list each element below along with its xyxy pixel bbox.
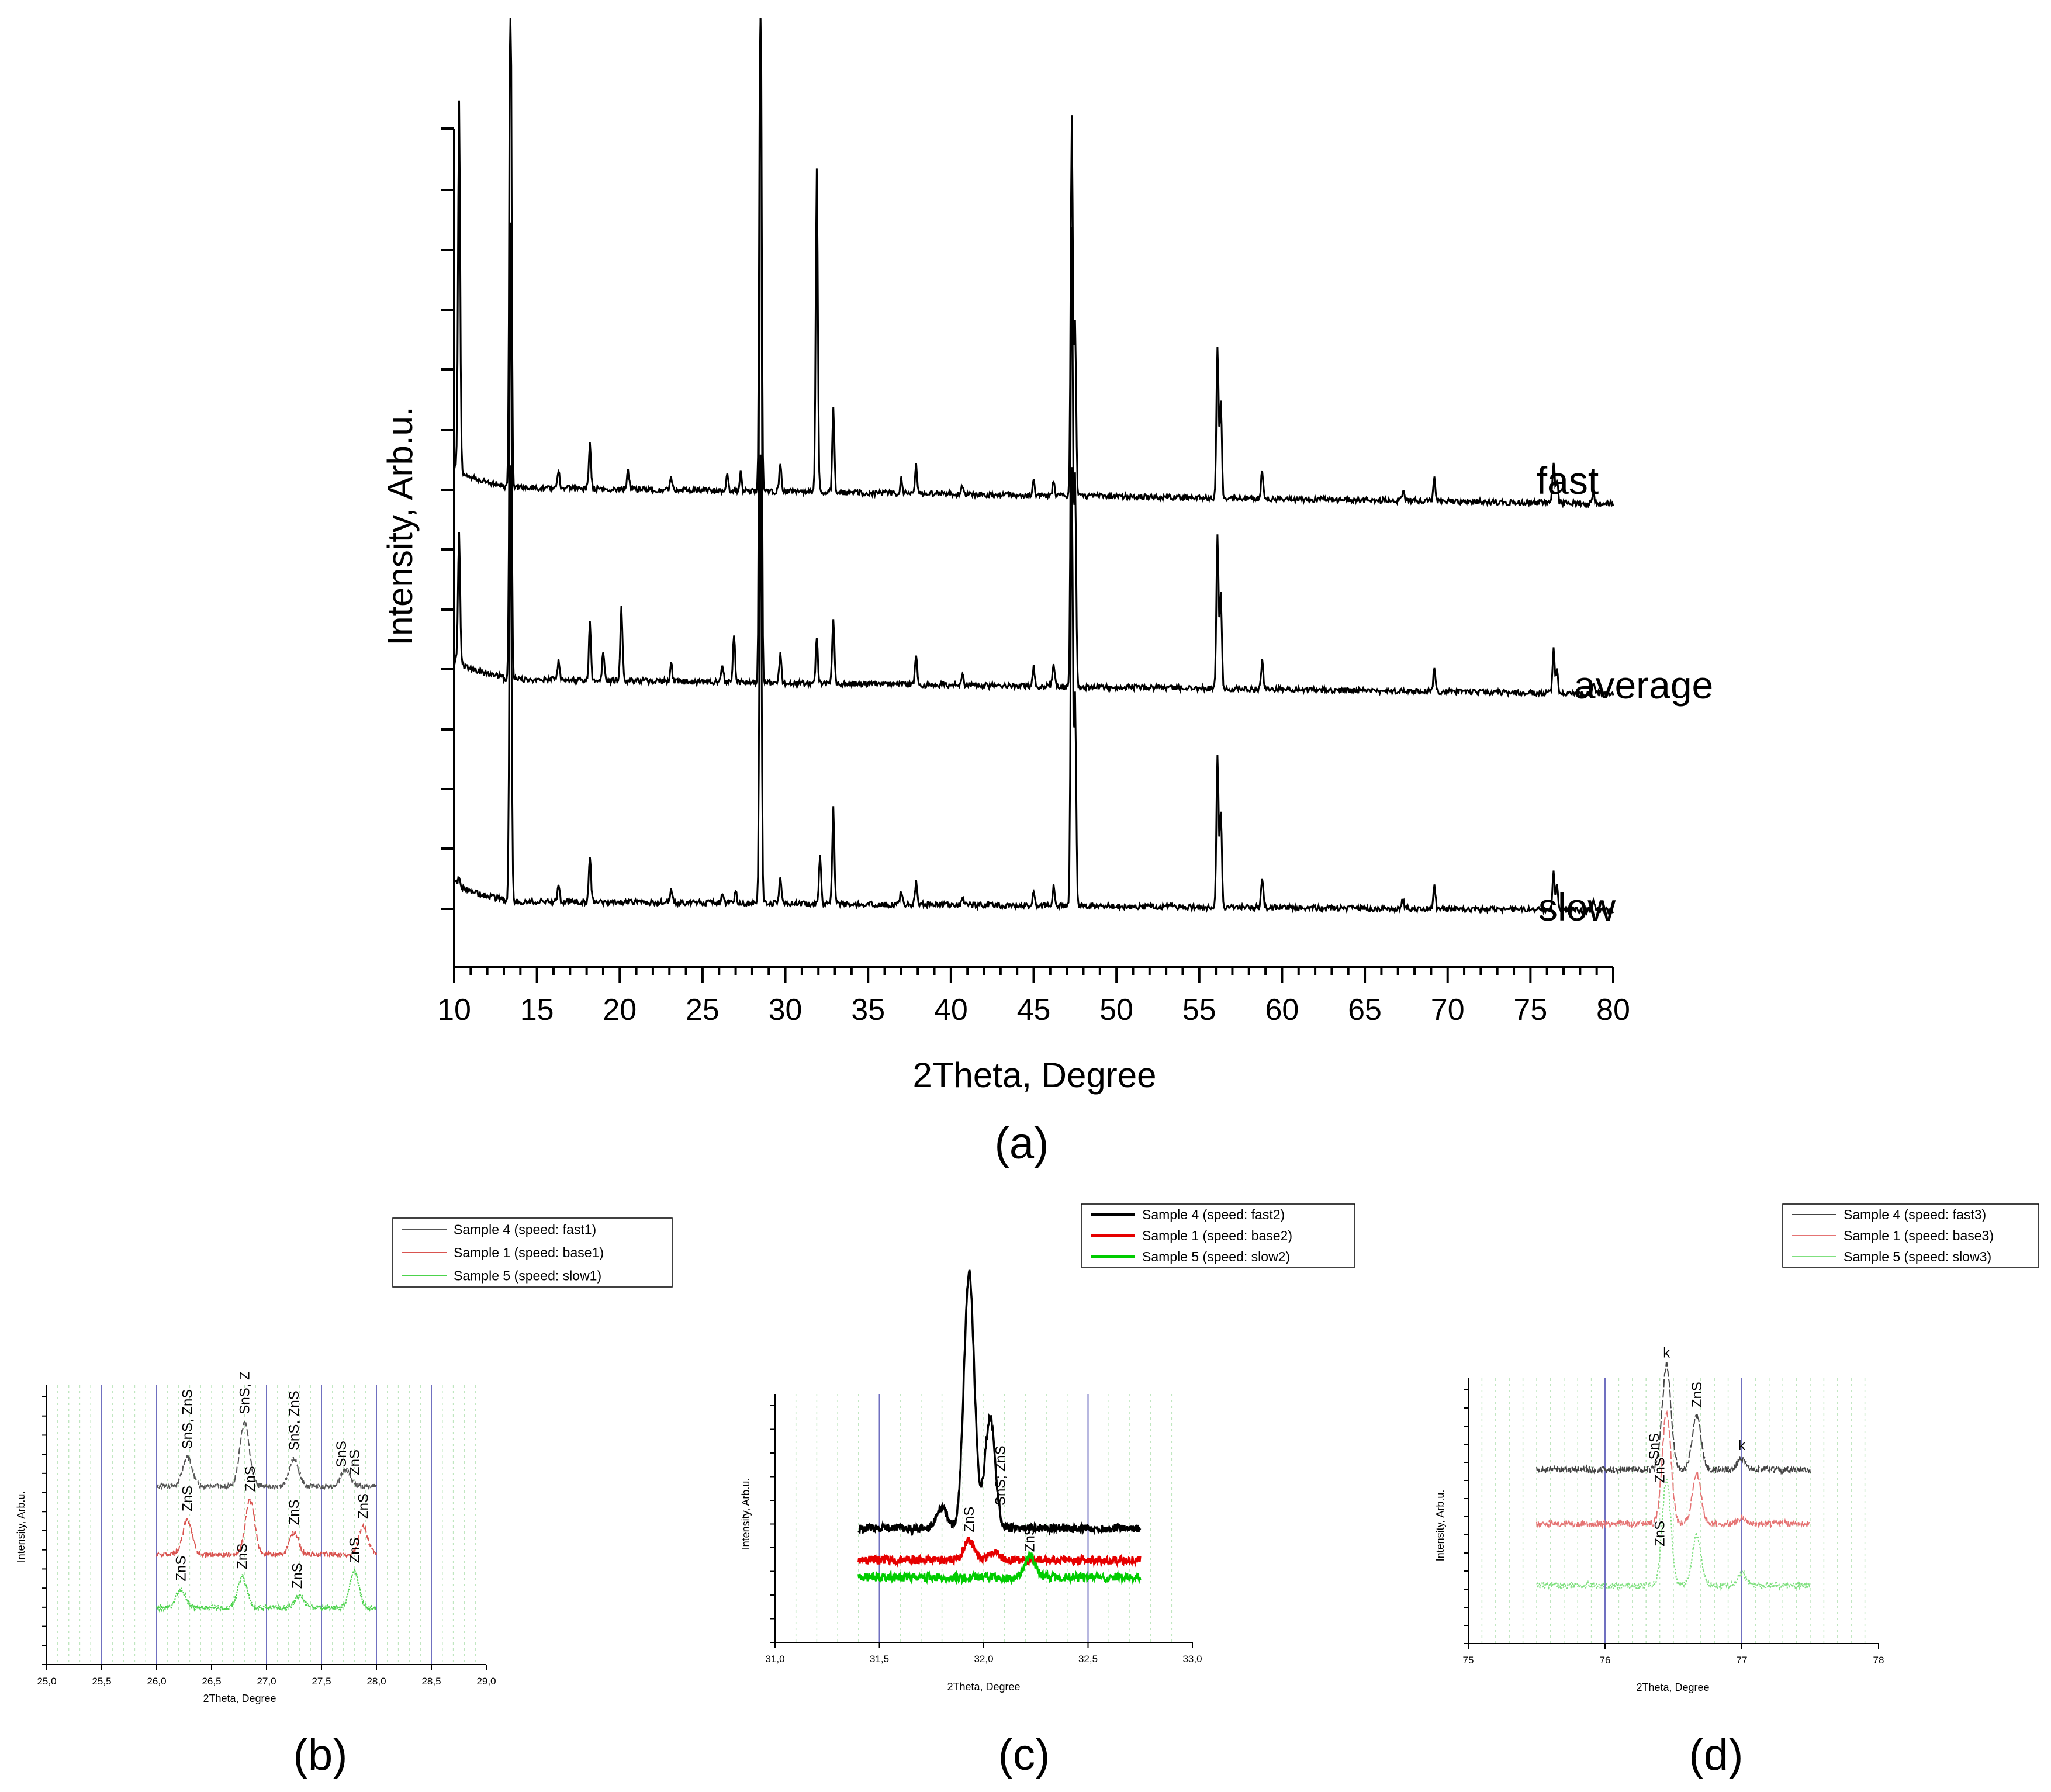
peak-annotation: SnS; ZnS (993, 1445, 1009, 1506)
x-tick-label: 75 (1463, 1655, 1474, 1666)
peak-annotation: ZnS (286, 1499, 302, 1525)
x-tick-label: 32,5 (1078, 1653, 1098, 1665)
series-line-b-2 (156, 1498, 377, 1559)
peak-annotation: SnS, Z (237, 1371, 253, 1414)
x-tick-label: 60 (1265, 993, 1299, 1027)
x-tick-label: 15 (520, 993, 554, 1027)
x-tick-label: 45 (1017, 993, 1051, 1027)
x-axis-label: 2Theta, Degree (203, 1693, 276, 1704)
x-tick-label: 31,0 (765, 1653, 784, 1665)
series-line-fast (453, 17, 1614, 509)
panel-label-a: (a) (995, 1119, 1049, 1168)
legend-label: Sample 5 (speed: slow1) (454, 1268, 601, 1283)
x-tick-label: 20 (603, 993, 637, 1027)
legend-label: Sample 1 (speed: base2) (1142, 1228, 1292, 1243)
series-line-d-2 (1536, 1410, 1811, 1530)
peak-annotation: ZnS (235, 1544, 251, 1569)
y-axis-label: Intensity, Arb.u. (381, 406, 420, 645)
panel-b-chart: 25,0 25,5 26,0 26,5 27,0 27,5 28,0 28,5 29,0 2The… (15, 1217, 673, 1704)
x-tick-label: 40 (934, 993, 968, 1027)
series-line-c-3 (857, 1549, 1142, 1586)
peak-annotation: SnS (334, 1441, 350, 1467)
x-tick-label: 30 (769, 993, 803, 1027)
peak-annotation: ZnS (1652, 1457, 1668, 1483)
series-line-c-1 (857, 1269, 1142, 1537)
panel-c-chart: 31,0 31,5 32,0 32,5 33,0 2Theta, Degree Intens… (740, 1203, 1355, 1693)
x-tick-label: 32,0 (974, 1653, 993, 1665)
x-axis-label: 2Theta, Degree (913, 1056, 1157, 1095)
x-tick-label: 65 (1348, 993, 1382, 1027)
x-tick-label: 28,0 (366, 1676, 386, 1687)
panel-a-chart: 10 15 20 25 30 35 40 45 50 55 60 65 70 75 80 2Theta, De… (381, 17, 1714, 1095)
peak-annotation: ZnS (347, 1537, 362, 1563)
x-tick-label: 80 (1596, 993, 1630, 1027)
series-line-c-2 (857, 1537, 1142, 1568)
x-tick-label: 55 (1182, 993, 1216, 1027)
peak-annotation: ZnS (1022, 1526, 1038, 1552)
series-label-slow: slow (1538, 885, 1616, 929)
peak-annotation: ZnS (1652, 1521, 1668, 1547)
y-axis-label: Intensity, Arb.u. (15, 1491, 27, 1563)
peak-annotation: SnS, ZnS (286, 1390, 302, 1451)
x-tick-label: 25,5 (92, 1676, 111, 1687)
peak-annotation: ZnS (180, 1486, 196, 1511)
legend-label: Sample 5 (speed: slow2) (1142, 1249, 1290, 1264)
series-line-d-3 (1536, 1479, 1811, 1591)
legend-label: Sample 4 (speed: fast1) (454, 1222, 596, 1237)
panel-d-chart: 75 76 77 78 2Theta, Degree Intensity, Arb.u. k… (1434, 1203, 2039, 1693)
x-tick-label: 10 (437, 993, 471, 1027)
peak-annotation: SnS, ZnS (180, 1389, 196, 1449)
legend-label: Sample 4 (speed: fast3) (1844, 1207, 1986, 1222)
x-tick-label: 29,0 (476, 1676, 496, 1687)
series-line-d-1 (1536, 1362, 1811, 1475)
series-line-average (453, 17, 1614, 699)
x-tick-label: 78 (1873, 1655, 1884, 1666)
panel-label-b: (b) (293, 1730, 348, 1780)
peak-annotation: k (1738, 1438, 1746, 1454)
panel-label-d: (d) (1689, 1730, 1744, 1780)
x-tick-label: 77 (1737, 1655, 1748, 1666)
series-line-b-1 (156, 1421, 377, 1491)
peak-annotation: k (1663, 1345, 1670, 1361)
peak-annotation: ZnS (961, 1507, 977, 1532)
peak-annotation: ZnS (355, 1493, 371, 1519)
y-axis-label: Intensity, Arb.u. (740, 1478, 752, 1550)
series-label-average: average (1574, 663, 1714, 707)
x-axis-label: 2Theta, Degree (947, 1681, 1020, 1693)
x-tick-label: 26,0 (147, 1676, 166, 1687)
x-tick-label: 76 (1600, 1655, 1611, 1666)
x-tick-label: 75 (1513, 993, 1547, 1027)
panel-label-c: (c) (998, 1730, 1050, 1780)
x-tick-label: 27,5 (312, 1676, 331, 1687)
series-line-slow (453, 454, 1614, 916)
peak-annotation: ZnS (290, 1563, 306, 1589)
peak-annotation: ZnS (243, 1466, 258, 1492)
x-tick-label: 28,5 (421, 1676, 441, 1687)
x-tick-label: 26,5 (202, 1676, 221, 1687)
legend-label: Sample 1 (speed: base1) (454, 1245, 604, 1260)
x-tick-label: 27,0 (257, 1676, 276, 1687)
series-label-fast: fast (1537, 459, 1599, 502)
peak-annotation: ZnS (347, 1449, 362, 1475)
peak-annotation: SnS (1647, 1433, 1662, 1459)
x-tick-label: 25 (686, 993, 720, 1027)
peak-annotation: ZnS (1689, 1382, 1705, 1407)
legend-label: Sample 4 (speed: fast2) (1142, 1207, 1285, 1222)
peak-annotation: ZnS (173, 1556, 189, 1582)
x-tick-label: 25,0 (37, 1676, 56, 1687)
series-line-b-3 (156, 1568, 377, 1613)
x-tick-label: 31,5 (870, 1653, 889, 1665)
y-axis-label: Intensity, Arb.u. (1434, 1490, 1446, 1562)
x-tick-label: 33,0 (1182, 1653, 1202, 1665)
x-tick-label: 50 (1099, 993, 1133, 1027)
x-tick-label: 35 (851, 993, 885, 1027)
x-tick-label: 70 (1431, 993, 1465, 1027)
legend-label: Sample 5 (speed: slow3) (1844, 1249, 1991, 1264)
x-axis-label: 2Theta, Degree (1636, 1682, 1709, 1693)
legend-label: Sample 1 (speed: base3) (1844, 1228, 1994, 1243)
